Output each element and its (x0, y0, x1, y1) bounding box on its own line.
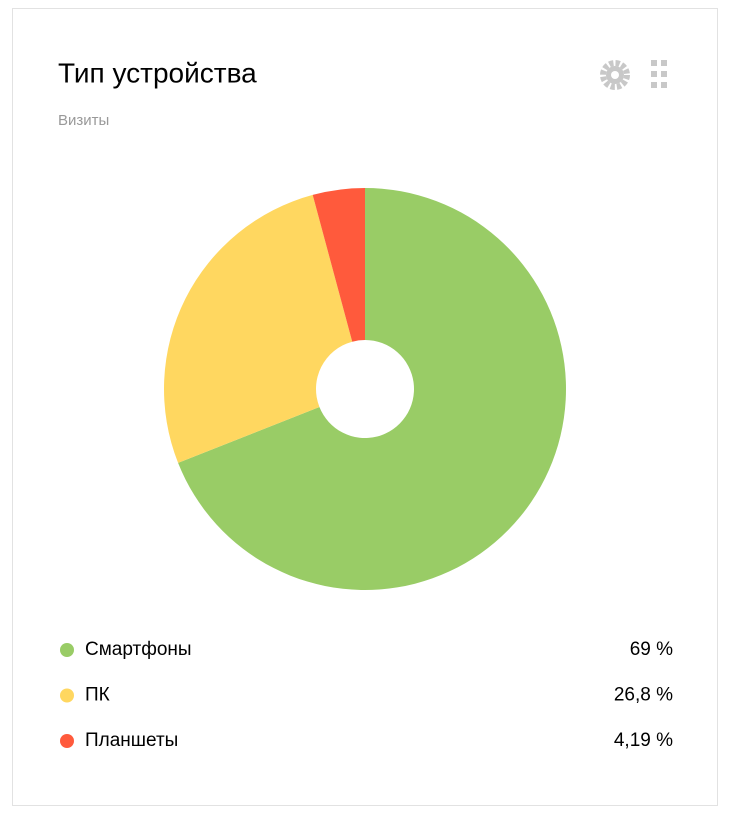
card (12, 8, 718, 806)
legend-dot (60, 643, 74, 657)
pie-slice (178, 188, 566, 591)
legend-label: Смартфоны (85, 639, 192, 660)
legend-label: ПК (85, 685, 110, 706)
value-label: 4,19 % (614, 730, 673, 751)
pie-slice (164, 194, 353, 463)
value-label: 26,8 % (614, 685, 673, 706)
legend-label: Планшеты (85, 730, 178, 751)
gear-hole (611, 71, 619, 79)
legend-dot (60, 734, 74, 748)
pie-slice (312, 188, 365, 342)
gear-teeth (600, 60, 630, 90)
settings-icon[interactable] (600, 60, 630, 90)
drag-handle[interactable] (651, 60, 667, 88)
chart-subtitle: Визиты (58, 112, 109, 129)
legend-dot (60, 688, 74, 703)
chart-title: Тип устройства (58, 57, 257, 88)
value-label: 69 % (630, 639, 673, 660)
